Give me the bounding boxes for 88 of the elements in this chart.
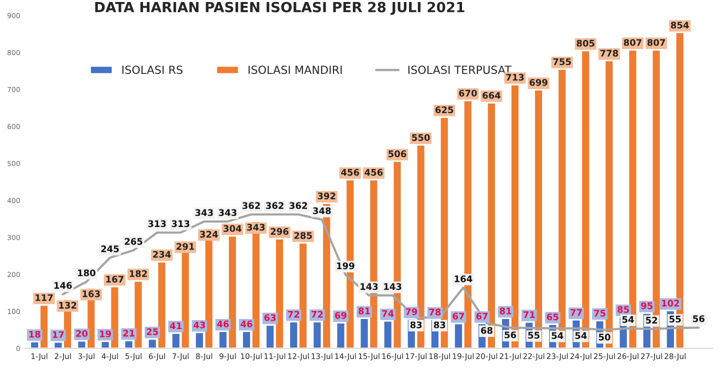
data-label: 343	[247, 224, 265, 231]
data-label: 117	[36, 294, 53, 301]
data-label: 664	[482, 92, 500, 99]
data-label: 19	[100, 330, 111, 338]
data-label: 95	[641, 302, 653, 310]
data-label: 81	[358, 308, 370, 314]
data-label: 291	[176, 243, 194, 250]
data-label: 52	[646, 316, 658, 324]
data-label: 713	[506, 74, 524, 81]
data-label: 77	[570, 309, 582, 316]
data-label: 807	[647, 39, 665, 46]
data-label: 854	[670, 22, 689, 29]
data-label: 63	[264, 314, 276, 322]
data-label: 83	[434, 321, 446, 328]
data-label: 85	[618, 306, 629, 313]
data-label: 324	[200, 230, 218, 238]
data-label: 164	[454, 275, 472, 282]
data-label: 83	[410, 321, 422, 328]
data-label: 456	[364, 168, 383, 176]
data-label: 71	[523, 311, 535, 318]
data-label: 343	[218, 209, 236, 216]
data-label: 296	[270, 228, 288, 235]
data-label: 54	[552, 332, 564, 340]
data-label: 56	[504, 331, 516, 338]
data-label: 69	[335, 312, 346, 319]
data-label: 362	[290, 202, 307, 209]
data-label: 199	[337, 262, 354, 270]
data-label: 348	[313, 207, 331, 214]
data-label: 807	[624, 39, 642, 46]
data-label: 550	[412, 134, 430, 141]
data-label: 304	[224, 225, 242, 232]
data-label: 755	[553, 58, 571, 66]
data-label: 72	[312, 310, 323, 318]
data-label: 670	[459, 90, 477, 97]
data-label: 17	[52, 331, 64, 338]
data-label: 78	[429, 308, 441, 316]
data-label: 805	[576, 40, 594, 47]
data-label: 167	[106, 276, 124, 283]
data-label: 132	[59, 302, 76, 309]
data-label: 55	[528, 332, 540, 339]
data-label: 285	[294, 232, 312, 239]
data-label: 55	[670, 316, 681, 323]
data-label: 54	[622, 316, 634, 323]
data-label: 163	[82, 290, 100, 298]
data-label: 143	[384, 283, 402, 290]
data-label: 50	[598, 334, 610, 340]
legend-label: ISOLASI RS	[122, 66, 182, 74]
data-label: 41	[170, 322, 182, 330]
data-label: 313	[148, 220, 166, 228]
data-label: 234	[153, 250, 171, 258]
data-label: 180	[78, 269, 96, 276]
data-label: 74	[382, 310, 394, 317]
data-label: 362	[242, 202, 260, 209]
data-label: 68	[481, 327, 492, 334]
data-label: 313	[172, 220, 190, 228]
data-label: 21	[123, 330, 134, 336]
data-label: 182	[130, 270, 147, 278]
data-label: 102	[662, 300, 680, 307]
data-label: 146	[54, 282, 72, 289]
data-label: 46	[217, 320, 229, 328]
data-label: 625	[435, 106, 454, 114]
data-label: 265	[124, 238, 142, 245]
data-label: 245	[101, 245, 119, 252]
data-label: 18	[29, 330, 40, 338]
data-label: 67	[452, 312, 464, 320]
legend-label: ISOLASI MANDIRI	[248, 66, 342, 74]
data-label: 392	[318, 192, 336, 200]
data-label: 65	[546, 313, 558, 320]
data-label: 43	[194, 322, 206, 328]
data-label: 72	[288, 310, 300, 318]
data-label: 143	[360, 283, 378, 290]
data-label: 75	[594, 310, 606, 317]
data-label: 343	[195, 209, 213, 216]
data-label: 81	[500, 308, 512, 314]
legend-label: ISOLASI TERPUSAT	[408, 66, 512, 74]
data-label: 79	[406, 308, 418, 316]
data-label: 56	[693, 315, 704, 322]
data-label: 778	[600, 50, 618, 57]
data-label: 46	[240, 320, 252, 328]
data-label: 699	[530, 79, 548, 86]
data-label: 20	[76, 330, 88, 337]
chart-title: DATA HARIAN PASIEN ISOLASI PER 28 JULI 2021	[95, 2, 464, 15]
data-label: 456	[341, 168, 360, 176]
data-label: 67	[476, 312, 488, 320]
data-label: 54	[575, 332, 587, 340]
data-label: 506	[388, 150, 406, 158]
data-label: 25	[146, 328, 158, 336]
data-label: 362	[266, 202, 284, 209]
